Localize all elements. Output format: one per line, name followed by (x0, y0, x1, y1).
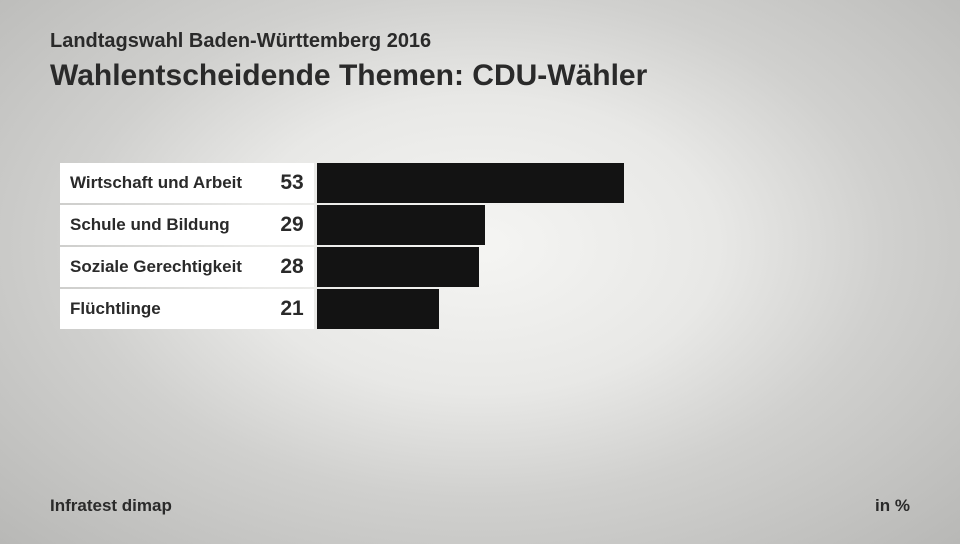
bar (317, 205, 485, 245)
row-value: 29 (270, 205, 314, 245)
chart-row: Wirtschaft und Arbeit 53 (60, 163, 910, 203)
source-label: Infratest dimap (50, 496, 172, 516)
chart-container: Landtagswahl Baden-Württemberg 2016 Wahl… (0, 0, 960, 544)
bar-chart: Wirtschaft und Arbeit 53 Schule und Bild… (60, 163, 910, 329)
bar-area (314, 289, 910, 329)
bar (317, 289, 439, 329)
row-value: 53 (270, 163, 314, 203)
row-label: Wirtschaft und Arbeit (60, 163, 270, 203)
footer: Infratest dimap in % (50, 496, 910, 516)
bar-area (314, 247, 910, 287)
chart-row: Flüchtlinge 21 (60, 289, 910, 329)
row-value: 21 (270, 289, 314, 329)
chart-row: Schule und Bildung 29 (60, 205, 910, 245)
row-value: 28 (270, 247, 314, 287)
chart-title: Wahlentscheidende Themen: CDU-Wähler (50, 59, 910, 93)
bar-area (314, 163, 910, 203)
row-label: Flüchtlinge (60, 289, 270, 329)
unit-label: in % (875, 496, 910, 516)
chart-row: Soziale Gerechtigkeit 28 (60, 247, 910, 287)
row-label: Schule und Bildung (60, 205, 270, 245)
bar (317, 163, 624, 203)
bar (317, 247, 479, 287)
supertitle: Landtagswahl Baden-Württemberg 2016 (50, 30, 910, 53)
row-label: Soziale Gerechtigkeit (60, 247, 270, 287)
bar-area (314, 205, 910, 245)
